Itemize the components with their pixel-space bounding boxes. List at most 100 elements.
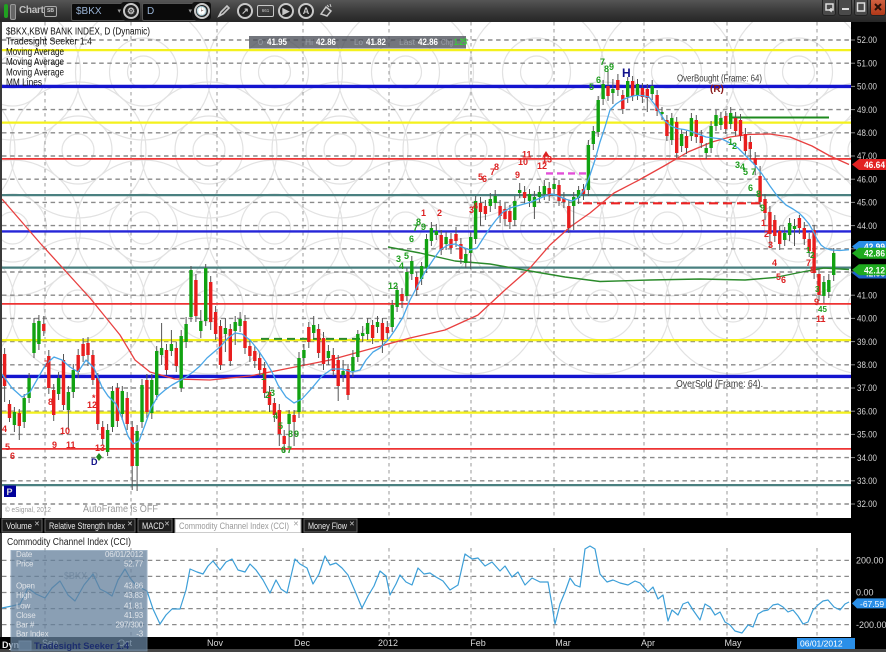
svg-text:5: 5 xyxy=(589,82,594,92)
svg-text:33.00: 33.00 xyxy=(857,476,877,487)
svg-text:8: 8 xyxy=(48,397,53,407)
svg-text:45.00: 45.00 xyxy=(857,198,877,209)
svg-text:2: 2 xyxy=(810,251,815,260)
svg-text:13: 13 xyxy=(95,443,105,453)
svg-text:39.00: 39.00 xyxy=(857,337,877,348)
svg-text:36.00: 36.00 xyxy=(857,406,877,417)
svg-text:Hi: Hi xyxy=(305,37,313,47)
svg-text:8: 8 xyxy=(416,217,421,227)
svg-text:Open: Open xyxy=(16,582,35,591)
svg-text:4: 4 xyxy=(2,424,7,434)
svg-text:2: 2 xyxy=(732,141,737,151)
svg-text:Tradesight Seeker 1.4: Tradesight Seeker 1.4 xyxy=(34,641,130,652)
svg-text:Money Flow: Money Flow xyxy=(308,521,347,531)
svg-text:5: 5 xyxy=(404,251,409,261)
svg-text:11: 11 xyxy=(522,150,532,160)
svg-text:3: 3 xyxy=(815,285,820,294)
svg-text:1: 1 xyxy=(421,208,426,218)
svg-text:8: 8 xyxy=(288,429,293,439)
svg-text:8: 8 xyxy=(756,189,761,199)
svg-text:51.00: 51.00 xyxy=(857,58,877,69)
svg-text:3: 3 xyxy=(396,254,401,264)
svg-text:12: 12 xyxy=(87,400,97,410)
svg-text:7: 7 xyxy=(287,445,292,455)
svg-text:Relative Strength Index: Relative Strength Index xyxy=(49,521,125,531)
svg-text:3: 3 xyxy=(735,160,740,170)
svg-text:1: 1 xyxy=(261,372,266,382)
svg-text:9: 9 xyxy=(515,170,520,180)
svg-text:5: 5 xyxy=(5,442,10,452)
svg-text:43.86: 43.86 xyxy=(124,582,144,591)
svg-text:9: 9 xyxy=(421,222,426,232)
svg-text:42.99: 42.99 xyxy=(864,242,885,253)
svg-text:D: D xyxy=(91,457,98,467)
svg-text:2012: 2012 xyxy=(378,638,398,648)
svg-text:Chg: Chg xyxy=(441,37,453,47)
svg-text:42.86: 42.86 xyxy=(316,37,336,47)
svg-text:2: 2 xyxy=(764,229,769,239)
svg-text:4: 4 xyxy=(740,162,745,172)
svg-text:O: O xyxy=(258,37,263,47)
svg-text:35.00: 35.00 xyxy=(857,430,877,441)
svg-text:52.00: 52.00 xyxy=(857,35,877,46)
svg-text:41.81: 41.81 xyxy=(124,602,144,611)
svg-text:47.00: 47.00 xyxy=(857,151,877,162)
svg-text:Lo: Lo xyxy=(354,37,363,47)
svg-text:6: 6 xyxy=(748,183,753,193)
svg-text:1: 1 xyxy=(806,246,811,255)
svg-text:Price: Price xyxy=(16,560,34,569)
svg-text:Commodity Channel Index (CCI): Commodity Channel Index (CCI) xyxy=(179,521,289,531)
svg-text:✕: ✕ xyxy=(164,521,170,528)
svg-text:48.00: 48.00 xyxy=(857,128,877,139)
svg-text:9: 9 xyxy=(52,440,57,450)
svg-text:5: 5 xyxy=(743,167,748,177)
svg-text:6: 6 xyxy=(781,275,786,285)
svg-text:2: 2 xyxy=(437,208,442,218)
svg-text:46.64: 46.64 xyxy=(864,160,886,171)
svg-text:43.83: 43.83 xyxy=(124,591,144,600)
svg-text:9: 9 xyxy=(760,203,765,213)
svg-text:Volume: Volume xyxy=(6,521,32,531)
svg-text:✕: ✕ xyxy=(127,521,133,528)
svg-text:9: 9 xyxy=(814,297,819,307)
svg-text:5: 5 xyxy=(278,421,283,431)
svg-text:3: 3 xyxy=(270,388,275,398)
svg-text:34.00: 34.00 xyxy=(857,453,877,464)
svg-text:© eSignal, 2012: © eSignal, 2012 xyxy=(5,505,51,514)
svg-text:0.00: 0.00 xyxy=(856,588,874,598)
svg-text:Apr: Apr xyxy=(641,638,655,648)
svg-text:13: 13 xyxy=(542,155,552,165)
svg-text:*: * xyxy=(92,393,96,403)
svg-text:Date: Date xyxy=(16,550,33,559)
svg-text:Close: Close xyxy=(16,611,36,620)
svg-text:49.00: 49.00 xyxy=(857,105,877,116)
svg-text:41.93: 41.93 xyxy=(124,611,144,620)
svg-text:32.00: 32.00 xyxy=(857,499,877,510)
svg-text:41.00: 41.00 xyxy=(857,290,877,301)
svg-text:11: 11 xyxy=(66,440,76,450)
svg-text:40.00: 40.00 xyxy=(857,314,877,325)
svg-text:06/01/2012: 06/01/2012 xyxy=(105,550,144,559)
svg-text:52.77: 52.77 xyxy=(124,560,144,569)
svg-text:06/01/2012: 06/01/2012 xyxy=(800,639,843,649)
svg-text:4: 4 xyxy=(273,411,278,421)
svg-text:200.00: 200.00 xyxy=(856,556,884,566)
svg-text:(R): (R) xyxy=(710,84,724,95)
svg-text:Moving Average: Moving Average xyxy=(6,47,64,58)
svg-text:7: 7 xyxy=(806,258,811,268)
svg-text:12: 12 xyxy=(537,161,547,171)
svg-text:Feb: Feb xyxy=(470,638,486,648)
svg-text:4: 4 xyxy=(473,201,478,211)
svg-text:5: 5 xyxy=(478,172,483,182)
svg-text:H: H xyxy=(622,66,631,80)
svg-text:7: 7 xyxy=(490,167,495,177)
svg-text:44.00: 44.00 xyxy=(857,221,877,232)
svg-text:OverSold (Frame: 64).: OverSold (Frame: 64). xyxy=(676,378,763,390)
svg-text:May: May xyxy=(724,638,742,648)
svg-text:Commodity Channel Index (CCI): Commodity Channel Index (CCI) xyxy=(7,537,131,548)
svg-text:9: 9 xyxy=(609,62,614,72)
svg-text:8: 8 xyxy=(604,64,609,74)
svg-text:6: 6 xyxy=(10,451,15,461)
svg-text:-3: -3 xyxy=(136,630,143,639)
svg-text:12: 12 xyxy=(388,281,398,291)
